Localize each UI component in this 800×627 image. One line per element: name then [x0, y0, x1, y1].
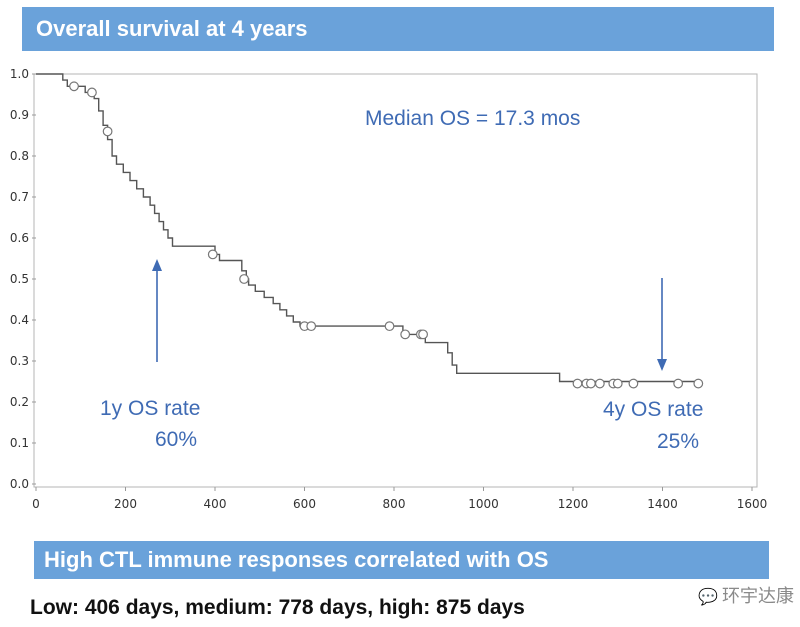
four-year-value: 25% — [657, 430, 699, 453]
censored-point — [419, 330, 428, 339]
censored-point — [573, 379, 582, 388]
censored-point — [240, 275, 249, 284]
chat-bubble-icon: 💬 — [698, 587, 718, 606]
y-tick-label: 0.1 — [10, 436, 29, 450]
plot-border — [34, 74, 757, 487]
censored-point — [674, 379, 683, 388]
x-tick-label: 400 — [204, 497, 227, 511]
x-axis: 0 200 400 600 800 1000 1200 1400 1600 — [32, 487, 767, 511]
y-tick-label: 0.8 — [10, 149, 29, 163]
one-year-label: 1y OS rate — [100, 397, 200, 420]
four-year-arrow-head — [657, 359, 667, 371]
watermark: 💬 环宇达康 — [698, 582, 794, 608]
y-tick-label: 0.4 — [10, 313, 29, 327]
censored-point — [587, 379, 596, 388]
censored-point — [103, 127, 112, 136]
censored-point — [401, 330, 410, 339]
y-tick-label: 0.5 — [10, 272, 29, 286]
ctl-response-title: High CTL immune responses correlated wit… — [44, 547, 548, 573]
median-os-annotation: Median OS = 17.3 mos — [365, 107, 580, 130]
x-tick-label: 1200 — [558, 497, 589, 511]
watermark-text: 环宇达康 — [722, 586, 794, 607]
y-tick-label: 0.3 — [10, 354, 29, 368]
censored-point — [307, 322, 316, 331]
x-tick-label: 1600 — [737, 497, 768, 511]
x-tick-label: 1400 — [647, 497, 678, 511]
censored-point — [613, 379, 622, 388]
censored-point — [694, 379, 703, 388]
y-tick-label: 0.7 — [10, 190, 29, 204]
one-year-value: 60% — [155, 428, 197, 451]
x-tick-label: 1000 — [468, 497, 499, 511]
four-year-label: 4y OS rate — [603, 398, 703, 421]
ctl-response-banner: High CTL immune responses correlated wit… — [34, 541, 769, 579]
y-tick-label: 1.0 — [10, 67, 29, 81]
x-tick-label: 600 — [293, 497, 316, 511]
survival-chart: 0.0 0.1 0.2 0.3 0.4 0.5 0.6 0.7 0.8 0.9 1.0 0 200 40… — [0, 0, 800, 540]
x-tick-label: 800 — [383, 497, 406, 511]
one-year-arrow — [152, 259, 162, 362]
response-days-summary: Low: 406 days, medium: 778 days, high: 8… — [30, 596, 525, 620]
censored-point — [88, 88, 97, 97]
y-tick-label: 0.9 — [10, 108, 29, 122]
y-axis: 0.0 0.1 0.2 0.3 0.4 0.5 0.6 0.7 0.8 0.9 1.0 — [10, 67, 36, 491]
censored-point — [596, 379, 605, 388]
censored-point — [208, 250, 217, 259]
four-year-arrow — [657, 278, 667, 371]
censored-point — [629, 379, 638, 388]
one-year-arrow-head — [152, 259, 162, 271]
x-tick-label: 0 — [32, 497, 40, 511]
censored-point — [385, 322, 394, 331]
x-tick-label: 200 — [114, 497, 137, 511]
plot-frame — [34, 74, 757, 487]
y-tick-label: 0.0 — [10, 477, 29, 491]
y-tick-label: 0.2 — [10, 395, 29, 409]
censored-point — [70, 82, 79, 91]
y-tick-label: 0.6 — [10, 231, 29, 245]
